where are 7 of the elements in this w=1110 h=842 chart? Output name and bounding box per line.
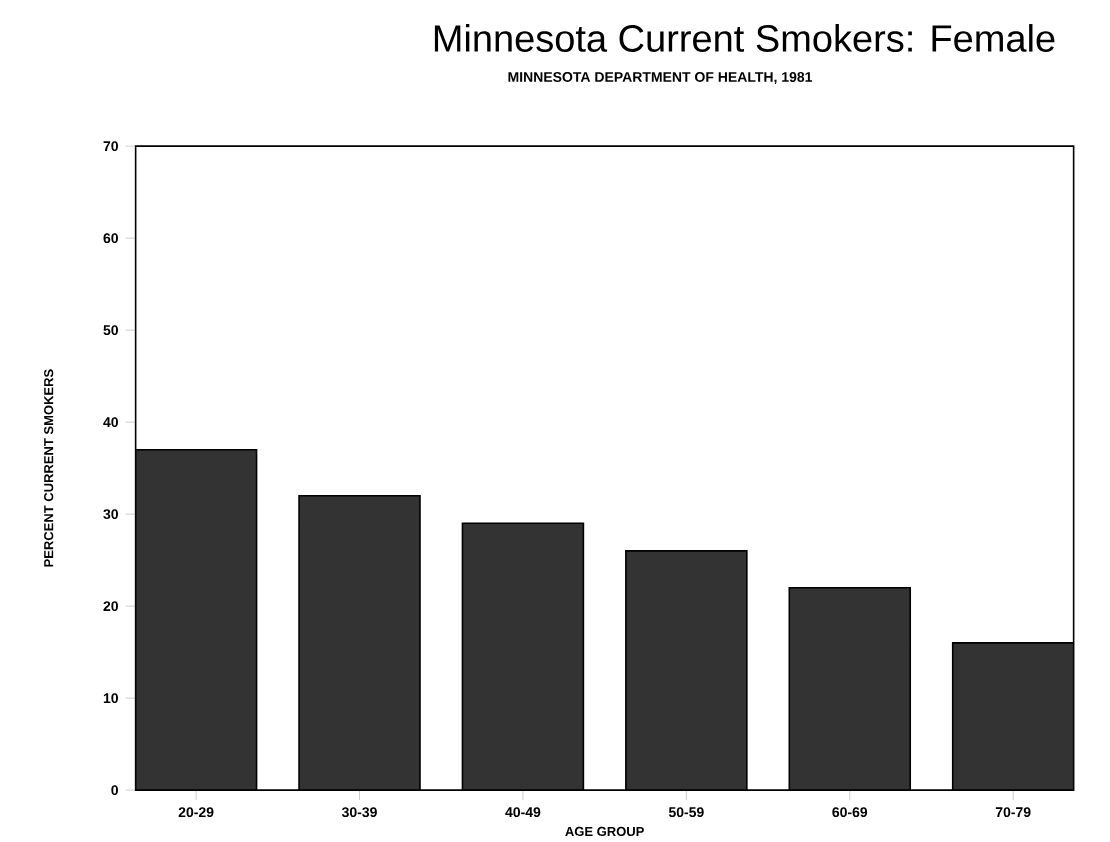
bar — [461, 522, 585, 790]
bar — [135, 448, 258, 790]
bar — [298, 494, 421, 790]
bar — [625, 550, 747, 790]
bar — [951, 641, 1074, 790]
bar — [788, 586, 912, 790]
chart-title: Minnesota Current Smokers: Female — [434, 23, 1055, 52]
